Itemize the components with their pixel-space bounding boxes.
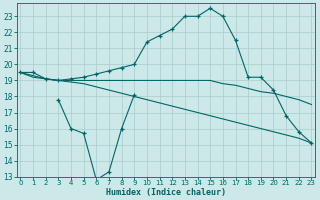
X-axis label: Humidex (Indice chaleur): Humidex (Indice chaleur) [106,188,226,197]
